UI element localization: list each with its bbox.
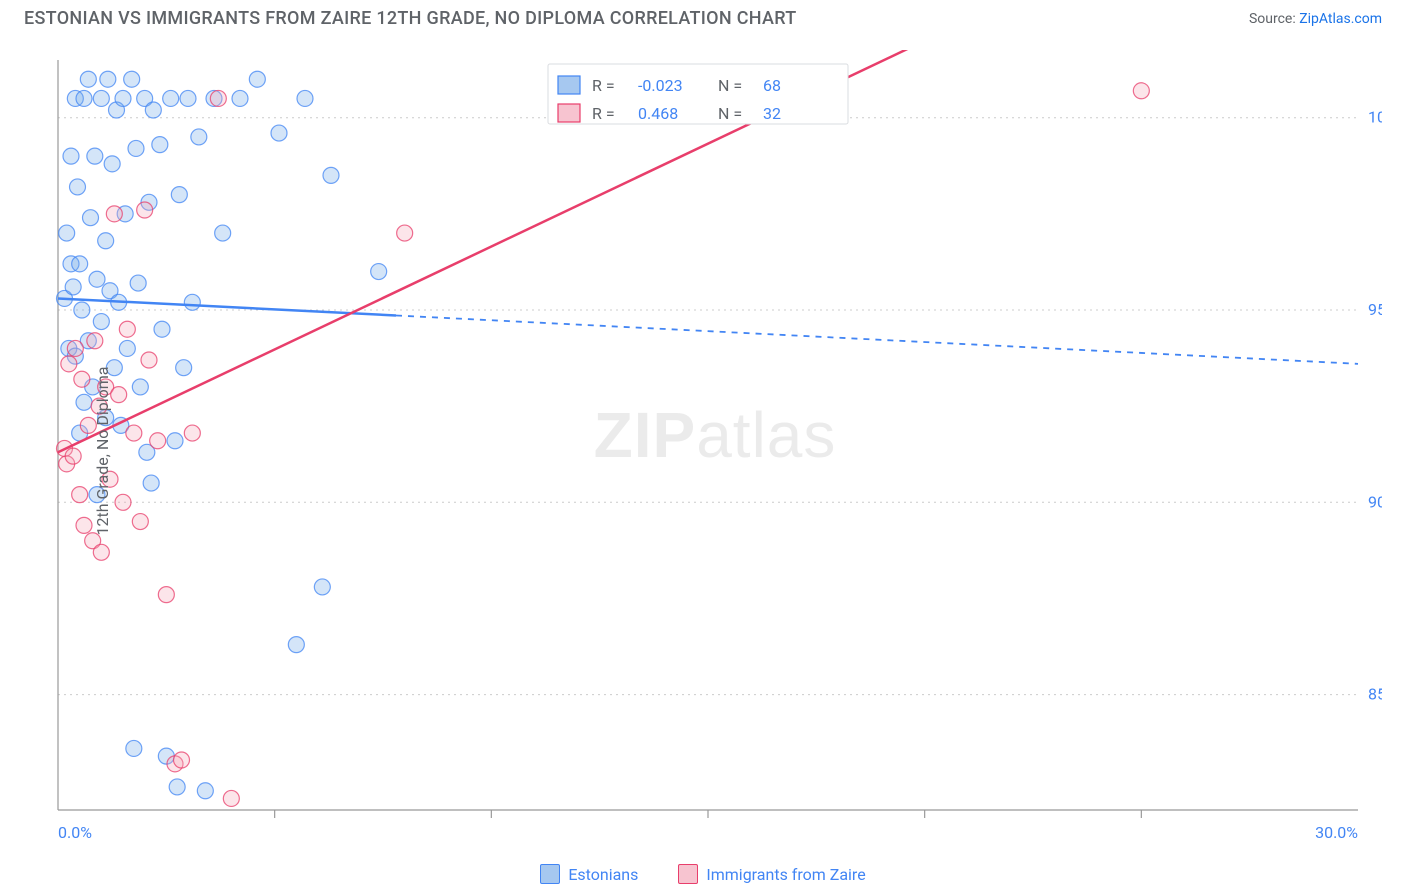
legend-item-zaire: Immigrants from Zaire [678, 864, 865, 884]
chart-area: 12th Grade, No Diploma 85.0% 90.0% 95.0% 10… [48, 50, 1382, 852]
source-prefix: Source: [1249, 11, 1299, 27]
svg-text:0.0%: 0.0% [58, 823, 92, 842]
legend-label-zaire: Immigrants from Zaire [706, 865, 865, 884]
chart-header: ESTONIAN VS IMMIGRANTS FROM ZAIRE 12TH G… [0, 0, 1406, 33]
source-link[interactable]: ZipAtlas.com [1299, 11, 1382, 27]
svg-text:R =: R = [592, 104, 615, 123]
svg-text:0.468: 0.468 [638, 104, 678, 123]
legend-bottom: Estonians Immigrants from Zaire [0, 864, 1406, 884]
svg-text:32: 32 [763, 104, 781, 123]
legend-swatch-zaire [678, 864, 698, 884]
scatter-plot: 85.0% 90.0% 95.0% 100.0% 0.0% 30.0% R = -0.023 N… [48, 50, 1382, 852]
svg-text:N =: N = [718, 76, 742, 95]
legend-swatch-estonians [540, 864, 560, 884]
svg-text:N =: N = [718, 104, 742, 123]
svg-text:95.0%: 95.0% [1368, 300, 1382, 319]
chart-title: ESTONIAN VS IMMIGRANTS FROM ZAIRE 12TH G… [24, 8, 797, 29]
svg-text:R =: R = [592, 76, 615, 95]
y-axis-label: 12th Grade, No Diploma [93, 367, 112, 536]
svg-text:-0.023: -0.023 [638, 76, 683, 95]
svg-text:85.0%: 85.0% [1368, 685, 1382, 704]
svg-text:90.0%: 90.0% [1368, 492, 1382, 511]
legend-item-estonians: Estonians [540, 864, 638, 884]
svg-text:100.0%: 100.0% [1368, 108, 1382, 127]
source-attribution: Source: ZipAtlas.com [1249, 11, 1382, 27]
svg-text:68: 68 [763, 76, 781, 95]
legend-label-estonians: Estonians [568, 865, 638, 884]
svg-text:30.0%: 30.0% [1315, 823, 1358, 842]
